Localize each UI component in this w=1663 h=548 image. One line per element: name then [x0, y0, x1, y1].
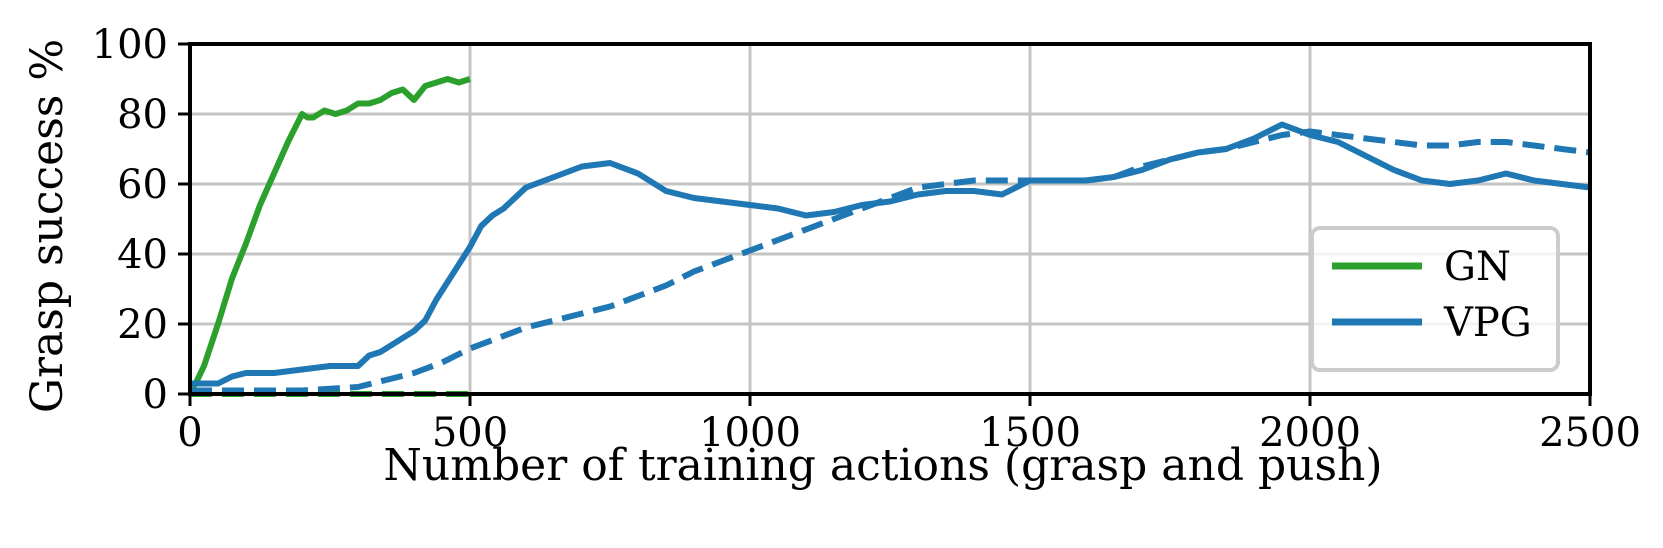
y-tick-label: 40 — [117, 232, 168, 278]
y-tick-label: 20 — [117, 302, 168, 348]
y-tick-label: 80 — [117, 92, 168, 138]
x-tick-label: 2500 — [1539, 410, 1641, 456]
series-line-gn-solid — [190, 79, 470, 391]
legend-box — [1312, 228, 1558, 370]
y-tick-label: 0 — [143, 372, 168, 418]
y-axis-title: Grasp success % — [22, 39, 73, 413]
y-tick-label: 60 — [117, 162, 168, 208]
y-tick-label: 100 — [92, 22, 168, 68]
legend: GN VPG — [1312, 228, 1558, 370]
legend-label-vpg: VPG — [1443, 300, 1532, 346]
legend-label-gn: GN — [1444, 244, 1511, 290]
x-axis-title: Number of training actions (grasp and pu… — [383, 440, 1382, 491]
x-tick-label: 0 — [177, 410, 202, 456]
